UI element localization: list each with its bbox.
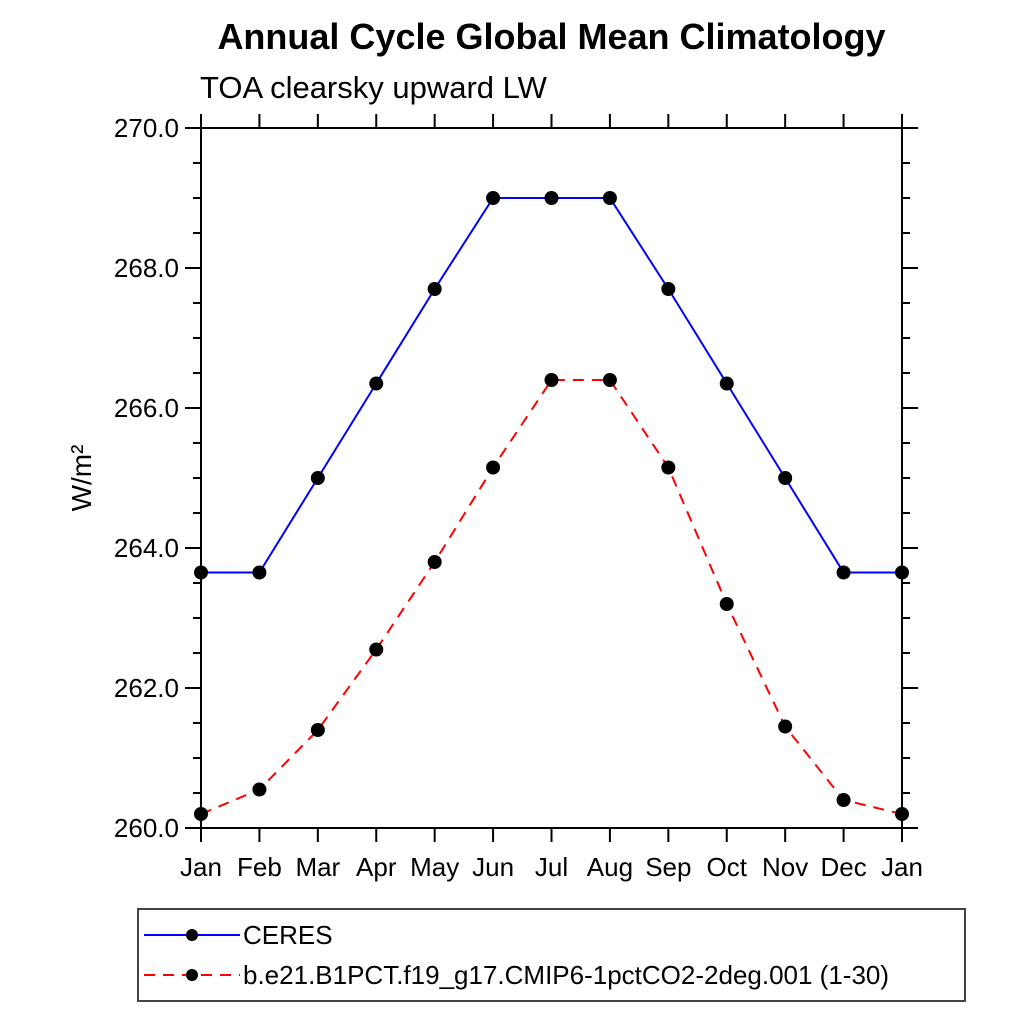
y-tick-labels: 260.0 262.0 264.0 266.0 268.0 270.0 — [114, 113, 179, 843]
data-point-marker — [194, 807, 208, 821]
svg-text:May: May — [410, 852, 459, 882]
data-point-marker — [252, 565, 267, 580]
data-point-marker — [895, 565, 909, 580]
data-point-marker — [486, 460, 501, 475]
svg-text:262.0: 262.0 — [114, 673, 179, 703]
data-point-marker — [778, 471, 793, 485]
svg-text:Nov: Nov — [762, 852, 808, 882]
data-point-marker — [661, 460, 676, 475]
data-point-marker — [719, 376, 734, 391]
svg-text:Aug: Aug — [587, 852, 633, 882]
svg-text:266.0: 266.0 — [114, 393, 179, 423]
x-ticks-bottom — [200, 828, 903, 842]
legend-line-sample-model — [144, 969, 240, 981]
svg-text:264.0: 264.0 — [114, 533, 179, 563]
data-point-marker — [310, 471, 325, 485]
legend-label-model: b.e21.B1PCT.f19_g17.CMIP6-1pctCO2-2deg.0… — [243, 959, 890, 990]
svg-text:Mar: Mar — [295, 852, 340, 882]
data-point-marker — [836, 565, 851, 580]
data-point-marker — [661, 282, 676, 296]
data-point-marker — [836, 793, 851, 807]
legend-entry-ceres: CERES — [139, 918, 964, 952]
chart-title: Annual Cycle Global Mean Climatology — [217, 16, 886, 57]
y-ticks-left — [185, 127, 201, 829]
legend-label-ceres: CERES — [243, 919, 333, 950]
chart-subtitle: TOA clearsky upward LW — [200, 70, 547, 105]
series-lines — [200, 197, 903, 815]
data-point-marker — [427, 282, 442, 296]
data-point-marker — [486, 191, 501, 205]
data-point-marker — [544, 373, 559, 387]
svg-text:270.0: 270.0 — [114, 113, 179, 143]
data-point-marker — [544, 191, 559, 205]
svg-text:268.0: 268.0 — [114, 253, 179, 283]
svg-text:Jan: Jan — [881, 852, 923, 882]
legend-marker-icon — [186, 929, 198, 941]
legend-entry-model: b.e21.B1PCT.f19_g17.CMIP6-1pctCO2-2deg.0… — [139, 958, 964, 992]
axis-frame — [200, 127, 903, 829]
data-point-marker — [778, 719, 793, 734]
svg-text:260.0: 260.0 — [114, 813, 179, 843]
data-point-marker — [369, 376, 384, 391]
legend-marker-icon — [186, 969, 198, 981]
svg-text:Oct: Oct — [707, 852, 748, 882]
data-point-marker — [895, 807, 909, 821]
svg-text:Feb: Feb — [237, 852, 282, 882]
data-point-marker — [602, 191, 617, 205]
svg-text:Jun: Jun — [472, 852, 514, 882]
x-ticks-top — [200, 114, 903, 128]
y-ticks-right — [902, 127, 918, 829]
data-point-marker — [369, 642, 384, 657]
data-point-marker — [719, 597, 734, 611]
data-point-marker — [310, 723, 325, 737]
data-point-marker — [194, 565, 208, 580]
svg-text:Jul: Jul — [535, 852, 568, 882]
series-markers — [194, 191, 909, 821]
data-point-marker — [602, 373, 617, 387]
series-line — [200, 379, 903, 815]
data-point-marker — [252, 782, 267, 797]
x-tick-labels: Jan Feb Mar Apr May Jun Jul Aug Sep Oct Nov Dec Jan — [180, 852, 923, 882]
svg-text:Dec: Dec — [820, 852, 866, 882]
data-point-marker — [427, 555, 442, 569]
svg-text:Sep: Sep — [645, 852, 691, 882]
legend: CERES b.e21.B1PCT.f19_g17.CMIP6-1pctCO2-… — [137, 908, 966, 1002]
svg-text:Apr: Apr — [356, 852, 397, 882]
svg-text:Jan: Jan — [180, 852, 222, 882]
legend-line-sample-ceres — [144, 929, 240, 941]
